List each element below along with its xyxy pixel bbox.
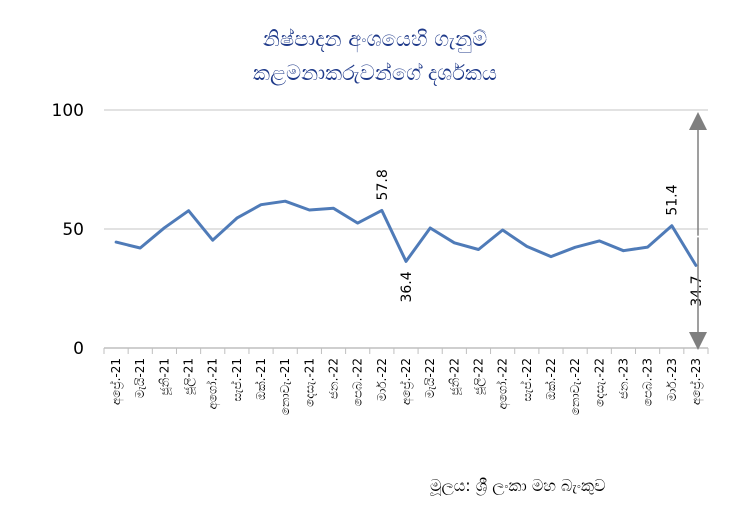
x-tick-label: අප්‍රේ.-21 [109,358,124,405]
chart-title: නිෂ්පාදන අංශයෙහි ගැනුම් කළමනාකරුවන්ගේ දර… [0,22,750,90]
y-tick-label-100: 100 [52,101,84,121]
x-tick-label: දෙසැ.-22 [592,358,606,407]
x-tick-label: ජූනි-21 [157,358,172,395]
x-tick-label: මාර්.-22 [375,358,389,401]
data-label-23: 51.4 [665,184,681,215]
x-tick-label: අප්‍රේ.-22 [399,358,414,405]
x-tick-label: ජූලි-22 [471,358,486,395]
chart-title-line-1: නිෂ්පාදන අංශයෙහි ගැනුම් [262,27,488,51]
source-note: මූලය: ශ්‍රී ලංකා මහ බැංකුව [430,476,606,495]
y-tick-label-0: 0 [73,339,84,359]
x-tick-label: දෙසැ.-21 [302,358,316,407]
x-tick-label: අප්‍රේ.-23 [689,358,704,405]
reference-arrow-down-head [689,332,707,350]
x-tick-label: සැප්.-21 [230,358,244,402]
x-tick-label: නොවැ.-22 [568,358,582,415]
x-tick-label: ඔක්.-22 [544,358,558,400]
x-tick-label: ජූනි-22 [447,358,462,395]
data-label-11: 57.8 [375,169,391,200]
x-tick-label: පෙබ.-23 [641,358,655,406]
x-tick-label: අගෝ.-22 [496,358,511,410]
data-label-12: 36.4 [399,271,415,302]
x-tick-label: ජන.-23 [616,358,630,399]
x-tick-label: ඔක්.-21 [254,358,268,400]
data-label-24: 34.7 [689,275,705,306]
x-tick-label: මැයි-22 [423,358,437,398]
reference-arrow-up-head [689,112,707,130]
y-tick-label-50: 50 [62,220,84,240]
x-tick-label: සැප්.-22 [520,358,534,402]
x-tick-label: නොවැ.-21 [278,358,292,415]
x-tick-label: මාර්.-23 [665,358,679,401]
x-tick-label: ජන.-22 [327,358,341,399]
chart-title-line-2: කළමනාකරුවන්ගේ දර්ශකය [252,61,498,85]
x-tick-label: මැයි-21 [133,358,147,398]
x-tick-label: ජූලි-21 [182,358,197,395]
series-line [114,199,698,267]
x-tick-label: අගෝ.-21 [206,358,221,410]
x-tick-label: පෙබ.-22 [351,358,365,406]
